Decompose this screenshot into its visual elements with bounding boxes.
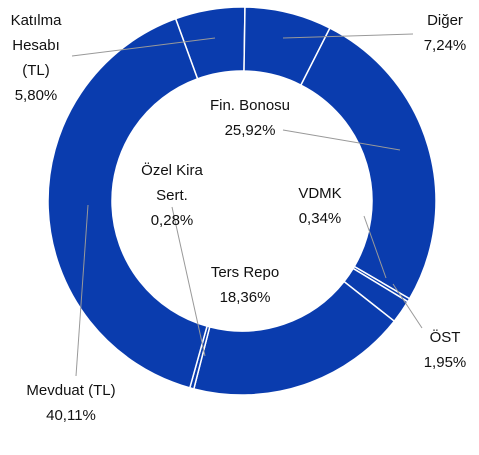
slice [299, 27, 437, 300]
slice-label: Katılma Hesabı (TL) 5,80% [0, 8, 72, 108]
leader-line [71, 37, 216, 57]
category-label: Diğer [427, 12, 463, 29]
value-label: 7,24% [423, 37, 467, 54]
category-label: Katılma Hesabı (TL) [10, 12, 62, 79]
slice-label: ÖST 1,95% [405, 325, 479, 375]
category-label: Özel Kira Sert. [141, 162, 203, 204]
leader-line [75, 204, 89, 377]
value-label: 40,11% [46, 407, 96, 424]
slice-label: VDMK 0,34% [268, 181, 372, 231]
leader-line [282, 129, 401, 151]
slice-label: Diğer 7,24% [405, 8, 479, 58]
leader-line [392, 283, 423, 329]
category-label: ÖST [429, 329, 461, 346]
value-label: 0,28% [150, 212, 194, 229]
slice-label: Mevduat (TL) 40,11% [25, 378, 117, 428]
leader-line [282, 33, 414, 39]
slices [47, 6, 437, 396]
slice-label: Özel Kira Sert. 0,28% [130, 158, 214, 233]
category-label: Ters Repo [210, 264, 280, 281]
slice-label: Fin. Bonosu 25,92% [205, 93, 295, 143]
leader-line [171, 206, 206, 357]
value-label: 18,36% [219, 289, 271, 306]
value-label: 25,92% [224, 122, 276, 139]
leader-line [363, 215, 387, 279]
category-label: Mevduat (TL) [26, 382, 116, 399]
slice-label: Ters Repo 18,36% [195, 260, 295, 310]
value-label: 0,34% [298, 210, 342, 227]
value-label: 1,95% [423, 354, 467, 371]
category-label: Fin. Bonosu [209, 97, 291, 114]
value-label: 5,80% [14, 87, 58, 104]
slice [47, 17, 208, 389]
category-label: VDMK [298, 185, 342, 202]
